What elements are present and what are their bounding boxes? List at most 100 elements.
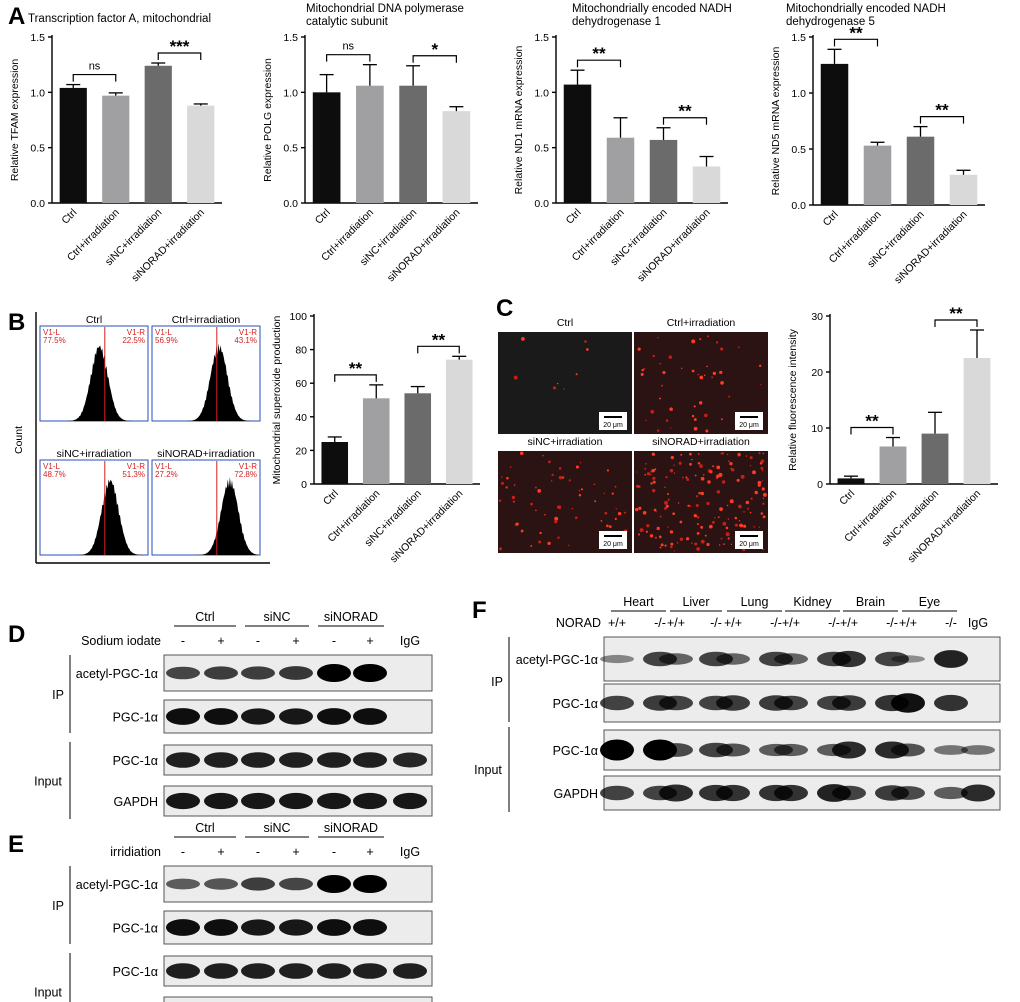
blot-band — [832, 741, 866, 759]
fluorescent-spot — [729, 499, 734, 504]
panel-letter-f: F — [472, 597, 487, 624]
y-tick-label: 0.5 — [534, 143, 549, 155]
fluorescent-spot — [700, 539, 705, 544]
fluorescent-spot — [642, 510, 647, 515]
fluorescent-spot — [556, 506, 559, 508]
fluorescent-spot — [730, 543, 733, 545]
fluorescent-spot — [700, 491, 705, 496]
fluorescent-spot — [709, 470, 713, 474]
blot-row-label: PGC-1α — [113, 754, 158, 768]
fluorescent-spot — [660, 384, 664, 387]
fluorescent-spot — [594, 500, 597, 503]
fluorescent-spot — [606, 524, 609, 528]
y-tick-label: 40 — [295, 412, 307, 424]
fluorescent-spot — [558, 467, 562, 470]
blot-band — [241, 919, 275, 936]
y-tick-label: 60 — [295, 378, 307, 390]
blot-band — [961, 784, 995, 802]
group-label: siNC — [263, 821, 290, 835]
fluorescent-spot — [645, 530, 648, 533]
fluorescent-spot — [530, 502, 533, 506]
fluorescent-spot — [685, 537, 690, 541]
fluorescent-spot — [652, 480, 656, 484]
fluorescent-spot — [654, 536, 658, 540]
bar-4 — [963, 358, 991, 484]
fluorescent-spot — [665, 504, 669, 508]
treatment-sign: + — [217, 845, 224, 859]
fluorescent-spot — [681, 367, 683, 370]
fluorescent-spot — [715, 466, 718, 468]
blot-band — [353, 919, 387, 936]
blot-band — [353, 792, 387, 810]
fluorescent-spot — [753, 526, 755, 528]
blot-band — [166, 963, 200, 979]
micrograph-title: siNC+irradiation — [528, 436, 603, 448]
fluorescent-spot — [557, 536, 560, 539]
genotype-sign: +/+ — [840, 616, 858, 630]
fluorescent-spot — [728, 395, 731, 398]
fluorescent-spot — [658, 535, 662, 539]
bar-2 — [606, 137, 635, 203]
blot-band — [241, 963, 275, 979]
fluorescent-spot — [717, 516, 720, 519]
tissue-label: Heart — [623, 595, 654, 609]
y-tick-label: 0.0 — [534, 198, 549, 210]
significance-bracket — [326, 54, 371, 62]
bar-2 — [102, 95, 130, 203]
fluorescent-spot — [719, 507, 723, 511]
blot-band — [241, 792, 275, 810]
blot-band — [317, 919, 351, 936]
fluorescent-spot — [500, 476, 503, 478]
significance-bracket — [850, 426, 894, 435]
fluorescent-spot — [690, 542, 693, 545]
fluorescent-spot — [696, 523, 699, 526]
fluorescent-spot — [698, 401, 703, 405]
fluorescent-spot — [743, 524, 747, 528]
y-axis-label: Relative TFAM expression — [9, 59, 21, 182]
fluorescent-spot — [515, 522, 519, 526]
fluorescent-spot — [548, 460, 551, 464]
fluorescent-spot — [551, 473, 554, 477]
ip-label: IP — [52, 688, 64, 702]
fluorescent-spot — [637, 347, 641, 351]
fluorescent-spot — [722, 521, 727, 526]
fluorescent-spot — [650, 409, 655, 414]
bar-1 — [563, 84, 592, 203]
fluorescent-spot — [712, 371, 717, 376]
fluorescent-spot — [721, 452, 724, 455]
significance-bracket — [412, 55, 457, 63]
fluorescent-spot — [705, 429, 709, 433]
genotype-label: NORAD — [556, 616, 601, 630]
fluorescent-spot — [604, 511, 608, 515]
chart-title: dehydrogenase 1 — [572, 16, 661, 28]
fluorescent-spot — [698, 491, 701, 495]
y-tick-label: 1.5 — [534, 32, 549, 44]
fluorescent-spot — [574, 516, 578, 520]
fluorescent-spot — [512, 500, 516, 503]
blot-row-label: PGC-1α — [113, 922, 158, 936]
fluorescent-spot — [707, 335, 710, 338]
blot-band — [891, 786, 925, 800]
y-tick-label: 1.0 — [791, 88, 806, 100]
fluorescent-spot — [657, 336, 659, 339]
fluorescent-spot — [552, 386, 557, 390]
fluorescent-spot — [567, 544, 570, 547]
fluorescent-spot — [614, 517, 617, 520]
blot-band — [891, 743, 925, 757]
fluorescent-spot — [691, 458, 693, 461]
fluorescent-spot — [646, 472, 651, 476]
blot-band — [317, 664, 351, 682]
fluorescent-spot — [689, 462, 692, 466]
fluorescent-spot — [644, 473, 647, 476]
fluorescent-spot — [718, 472, 723, 477]
y-tick-label: 30 — [811, 311, 823, 323]
fluorescent-spot — [669, 468, 674, 473]
gate-left-label: V1-L — [43, 328, 60, 337]
fluorescent-spot — [691, 414, 695, 418]
fluorescent-spot — [665, 476, 668, 479]
fluorescent-spot — [593, 483, 595, 485]
fluorescent-spot — [600, 520, 603, 522]
tissue-label: Liver — [682, 595, 709, 609]
